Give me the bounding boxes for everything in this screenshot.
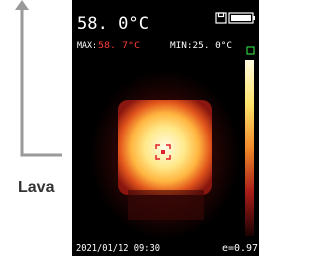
datetime: 2021/01/12 09:30 [76, 243, 160, 254]
current-temperature: 58. 0°C [77, 14, 149, 34]
emissivity: e=0.97 [222, 243, 258, 254]
arrow-head [15, 0, 29, 10]
thermal-shadow [128, 190, 204, 220]
min-temperature: MIN:25. 0°C [170, 41, 232, 51]
screenshot: Lava 58. 0°C MAX: 58. 7°C MIN:25. 0°C 20… [0, 0, 259, 256]
callout-arrow [22, 8, 62, 155]
max-value: 58. 7°C [98, 41, 140, 51]
callout-label: Lava [18, 179, 55, 196]
max-label: MAX: [77, 41, 97, 51]
page: Lava 58. 0°C MAX: 58. 7°C MIN:25. 0°C 20… [0, 0, 259, 256]
color-scale [245, 60, 254, 236]
thermal-hotspot [118, 100, 212, 195]
